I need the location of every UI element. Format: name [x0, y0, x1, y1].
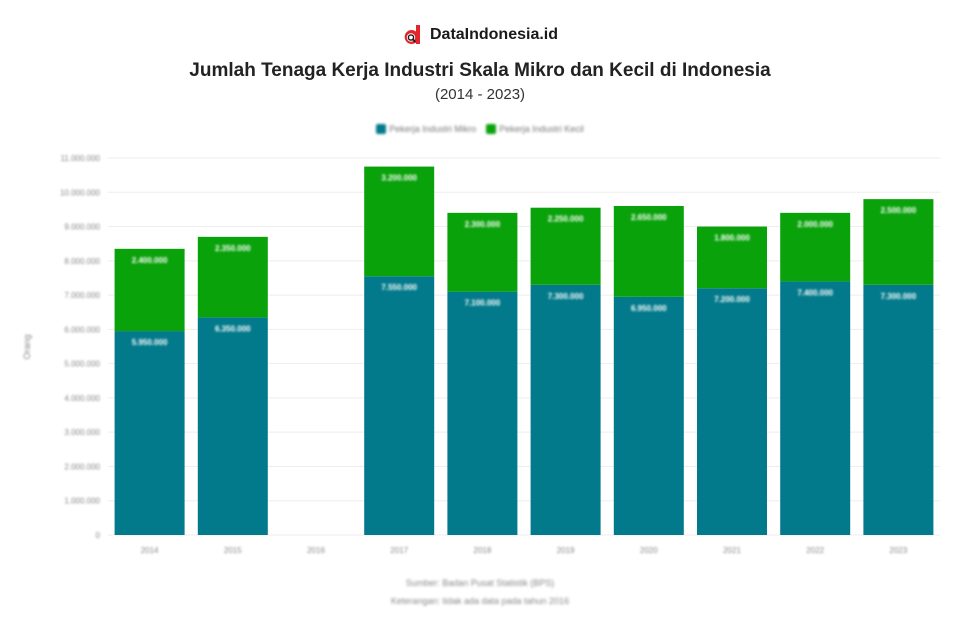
legend-swatch-mikro	[376, 124, 387, 134]
bar-kecil-2022[interactable]	[780, 212, 851, 282]
bar-value-label: 2.650.000	[631, 213, 667, 222]
bar-value-label: 7.300.000	[881, 292, 917, 301]
x-tick-label: 2019	[557, 546, 575, 555]
data-labels: 5.950.000 2.400.000 6.350.000 2.350.000 7.55…	[132, 174, 917, 348]
x-tick-label: 2017	[390, 546, 408, 555]
x-tick-label: 2015	[224, 546, 242, 555]
x-tick-label: 2018	[474, 546, 492, 555]
dataindonesia-logo-icon	[404, 25, 420, 44]
x-tick-label: 2020	[640, 546, 658, 555]
y-tick-label: 2.000.000	[64, 462, 100, 471]
y-tick-label: 11.000.000	[61, 154, 101, 163]
footer-source: Sumber: Badan Pusat Statistik (BPS)	[405, 578, 555, 588]
x-axis: 2014 2015 2016 2017 2018 2019 2020 2021 2022 2023	[141, 546, 908, 555]
bar-value-label: 7.550.000	[381, 283, 417, 292]
bar-mikro-2018[interactable]	[447, 291, 518, 535]
bar-kecil-2021[interactable]	[697, 226, 767, 289]
bar-kecil-2014[interactable]	[114, 248, 185, 332]
bar-kecil-2023[interactable]	[863, 199, 934, 285]
x-tick-label: 2016	[307, 546, 325, 555]
bar-value-label: 7.400.000	[797, 288, 833, 297]
brand-header: DataIndonesia.id	[0, 24, 960, 46]
bars	[114, 166, 934, 535]
brand-name: DataIndonesia.id	[429, 26, 559, 43]
bar-value-label: 7.200.000	[714, 295, 750, 304]
x-tick-label: 2023	[890, 546, 908, 555]
bar-mikro-2017[interactable]	[364, 276, 435, 535]
x-tick-label: 2021	[723, 546, 741, 555]
bar-value-label: 2.350.000	[215, 244, 251, 253]
legend-label-mikro: Pekerja Industri Mikro	[389, 124, 477, 134]
bar-kecil-2018[interactable]	[447, 212, 518, 292]
bar-value-label: 7.300.000	[548, 292, 584, 301]
y-tick-label: 4.000.000	[64, 394, 100, 403]
footer-note: Keterangan: tidak ada data pada tahun 20…	[390, 596, 570, 606]
bar-value-label: 6.950.000	[631, 304, 667, 313]
y-tick-label: 6.000.000	[64, 325, 100, 334]
y-tick-label: 0	[96, 531, 101, 540]
bar-value-label: 7.100.000	[465, 299, 501, 308]
bar-kecil-2019[interactable]	[530, 207, 601, 285]
y-tick-label: 7.000.000	[64, 291, 100, 300]
bar-mikro-2015[interactable]	[197, 317, 268, 535]
y-tick-label: 3.000.000	[64, 428, 100, 437]
bar-value-label: 2.300.000	[465, 220, 501, 229]
bar-value-label: 2.500.000	[881, 206, 917, 215]
legend-swatch-kecil	[486, 124, 497, 134]
y-axis-title: Orang	[22, 334, 32, 359]
bar-mikro-2022[interactable]	[780, 281, 851, 535]
x-tick-label: 2022	[806, 546, 824, 555]
y-tick-label: 9.000.000	[64, 223, 100, 232]
bar-value-label: 1.800.000	[714, 234, 750, 243]
bar-value-label: 5.950.000	[132, 338, 168, 347]
chart-legend: Pekerja Industri Mikro Pekerja Industri …	[0, 124, 960, 134]
bar-value-label: 3.200.000	[381, 174, 417, 183]
legend-item-kecil[interactable]: Pekerja Industri Kecil	[486, 124, 584, 134]
y-tick-label: 1.000.000	[64, 497, 100, 506]
chart-title: Jumlah Tenaga Kerja Industri Skala Mikro…	[189, 60, 771, 81]
bar-value-label: 6.350.000	[215, 324, 251, 333]
y-tick-label: 5.000.000	[64, 360, 100, 369]
bar-value-label: 2.400.000	[132, 256, 168, 265]
y-tick-label: 10.000.000	[60, 188, 101, 197]
bar-kecil-2015[interactable]	[197, 236, 268, 318]
bar-mikro-2023[interactable]	[863, 284, 934, 535]
bar-kecil-2017[interactable]	[364, 166, 435, 277]
x-tick-label: 2014	[141, 546, 159, 555]
bar-mikro-2020[interactable]	[613, 296, 684, 535]
chart-subtitle: (2014 - 2023)	[434, 86, 526, 103]
bar-kecil-2020[interactable]	[613, 205, 684, 297]
y-axis: 0 1.000.000 2.000.000 3.000.000 4.000.000 5.0…	[60, 154, 101, 540]
legend-label-kecil: Pekerja Industri Kecil	[499, 124, 584, 134]
bar-value-label: 2.000.000	[797, 220, 833, 229]
y-tick-label: 8.000.000	[64, 257, 100, 266]
bar-mikro-2019[interactable]	[530, 284, 601, 535]
bar-mikro-2014[interactable]	[114, 331, 185, 535]
bar-mikro-2021[interactable]	[697, 288, 767, 535]
legend-item-mikro[interactable]: Pekerja Industri Mikro	[376, 124, 476, 134]
bar-value-label: 2.250.000	[548, 215, 584, 224]
